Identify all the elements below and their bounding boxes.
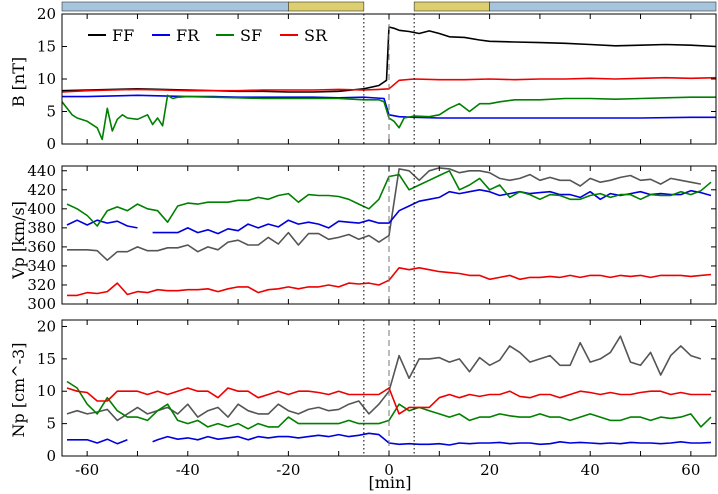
legend: FF FR SF SR (88, 26, 328, 45)
legend-label-sf: SF (240, 26, 262, 45)
legend-label-sr: SR (304, 26, 328, 45)
x-tick-label: -40 (176, 461, 200, 479)
y-tick-label: 340 (27, 257, 56, 275)
legend-label-fr: FR (176, 26, 200, 45)
y-tick-label: 420 (27, 181, 56, 199)
y-tick-label: 320 (27, 276, 56, 294)
x-axis-label: [min] (368, 473, 411, 492)
x-tick-label: 20 (480, 461, 499, 479)
ylabel-np: Np [cm^-3] (9, 343, 28, 438)
series-sr-panel-2 (66, 387, 711, 415)
y-tick-label: 400 (27, 200, 56, 218)
series-fr-panel-2 (67, 432, 712, 446)
top-bar-segment-1 (288, 1, 365, 12)
x-tick-label: 60 (681, 461, 700, 479)
y-tick-label: 380 (27, 219, 56, 237)
y-tick-label: 15 (37, 350, 56, 368)
panel-magnetic-field: 0 5 10 15 20 (37, 5, 717, 153)
y-tick-label: 0 (46, 447, 56, 465)
top-bar-segment-3 (489, 1, 717, 12)
ylabel-vp: Vp [km/s] (9, 201, 28, 280)
y-tick-label: 20 (37, 5, 56, 23)
y-tick-label: 300 (27, 295, 56, 313)
top-bar-segment-0 (61, 1, 289, 12)
ylabel-b: B [nT] (9, 57, 28, 107)
x-tick-label: -20 (276, 461, 300, 479)
y-tick-label: 360 (27, 238, 56, 256)
x-tick-label: 0 (384, 461, 394, 479)
panel-density: 0 5 10 15 20 -60 -40 -20 0 20 40 60 (37, 317, 717, 479)
y-tick-label: 5 (46, 415, 56, 433)
y-tick-label: 440 (27, 162, 56, 180)
y-tick-label: 10 (37, 70, 56, 88)
x-tick-label: 40 (581, 461, 600, 479)
y-tick-label: 20 (37, 317, 56, 335)
top-bar-segment-2 (413, 1, 490, 12)
y-tick-label: 5 (46, 103, 56, 121)
series-sf-panel-0 (62, 94, 716, 141)
y-tick-label: 0 (46, 135, 56, 153)
y-tick-label: 10 (37, 382, 56, 400)
legend-label-ff: FF (112, 26, 134, 45)
series-fr-panel-0 (62, 94, 716, 119)
y-tick-label: 15 (37, 38, 56, 56)
series-ff-panel-2 (66, 335, 702, 422)
top-bar (61, 1, 717, 12)
x-tick-label: -60 (75, 461, 99, 479)
series-ff-panel-1 (67, 167, 702, 261)
